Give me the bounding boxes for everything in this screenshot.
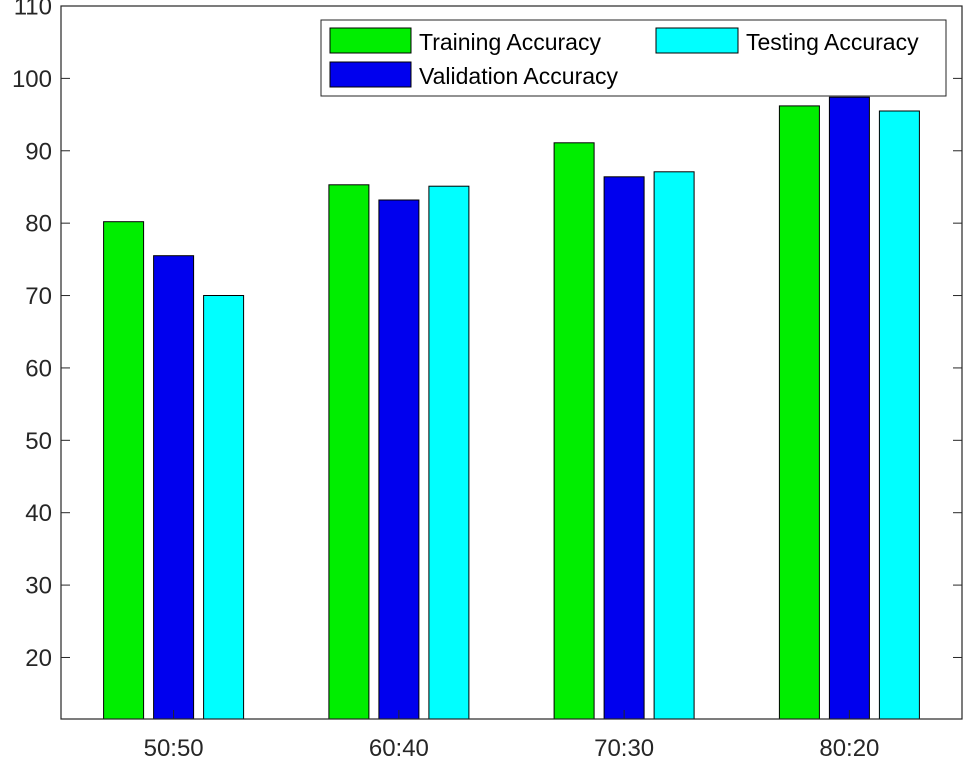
y-axis-ticks: 20 30 40 50 60 70 80 90 100 110	[12, 0, 962, 672]
y-tick-label: 30	[25, 573, 52, 600]
x-axis-ticks: 50:50 60:40 70:30 80:20	[144, 710, 879, 762]
bar-validation-accuracy-80-20	[828, 96, 870, 720]
y-tick-label: 100	[12, 66, 52, 93]
bar-testing-accuracy-60-40	[428, 185, 470, 720]
y-tick-label: 50	[25, 428, 52, 455]
bar-training-accuracy-60-40	[328, 184, 370, 720]
y-tick-label: 80	[25, 211, 52, 238]
y-tick-label: 60	[25, 355, 52, 382]
y-tick-label: 70	[25, 283, 52, 310]
bar-validation-accuracy-60-40	[378, 199, 420, 720]
bar-validation-accuracy-70-30	[603, 176, 645, 720]
legend: Training Accuracy Testing Accuracy Valid…	[320, 19, 947, 97]
bars-layer	[103, 96, 920, 720]
legend-box	[320, 19, 947, 97]
bar-training-accuracy-50-50	[103, 221, 145, 720]
plot-frame	[60, 5, 963, 720]
bar-training-accuracy-80-20	[778, 105, 820, 720]
legend-label-training: Training Accuracy	[419, 29, 601, 55]
legend-swatch-testing	[655, 27, 739, 54]
bar-training-accuracy-70-30	[553, 142, 595, 720]
legend-label-validation: Validation Accuracy	[419, 63, 619, 89]
y-tick-label: 40	[25, 500, 52, 527]
y-tick-label: 20	[25, 645, 52, 672]
bar-testing-accuracy-50-50	[203, 295, 245, 720]
x-tick-label: 70:30	[594, 735, 654, 762]
plot-background	[61, 6, 962, 719]
y-tick-label: 110	[14, 0, 52, 21]
bar-testing-accuracy-80-20	[878, 110, 920, 720]
x-tick-label: 60:40	[369, 735, 429, 762]
y-tick-label: 90	[25, 138, 52, 165]
legend-swatch-training	[329, 27, 412, 54]
legend-label-testing: Testing Accuracy	[746, 29, 919, 55]
legend-swatch-validation	[329, 61, 412, 88]
x-tick-label: 80:20	[819, 735, 879, 762]
bar-testing-accuracy-70-30	[653, 171, 695, 720]
x-tick-label: 50:50	[144, 735, 204, 762]
bar-validation-accuracy-50-50	[153, 255, 195, 720]
